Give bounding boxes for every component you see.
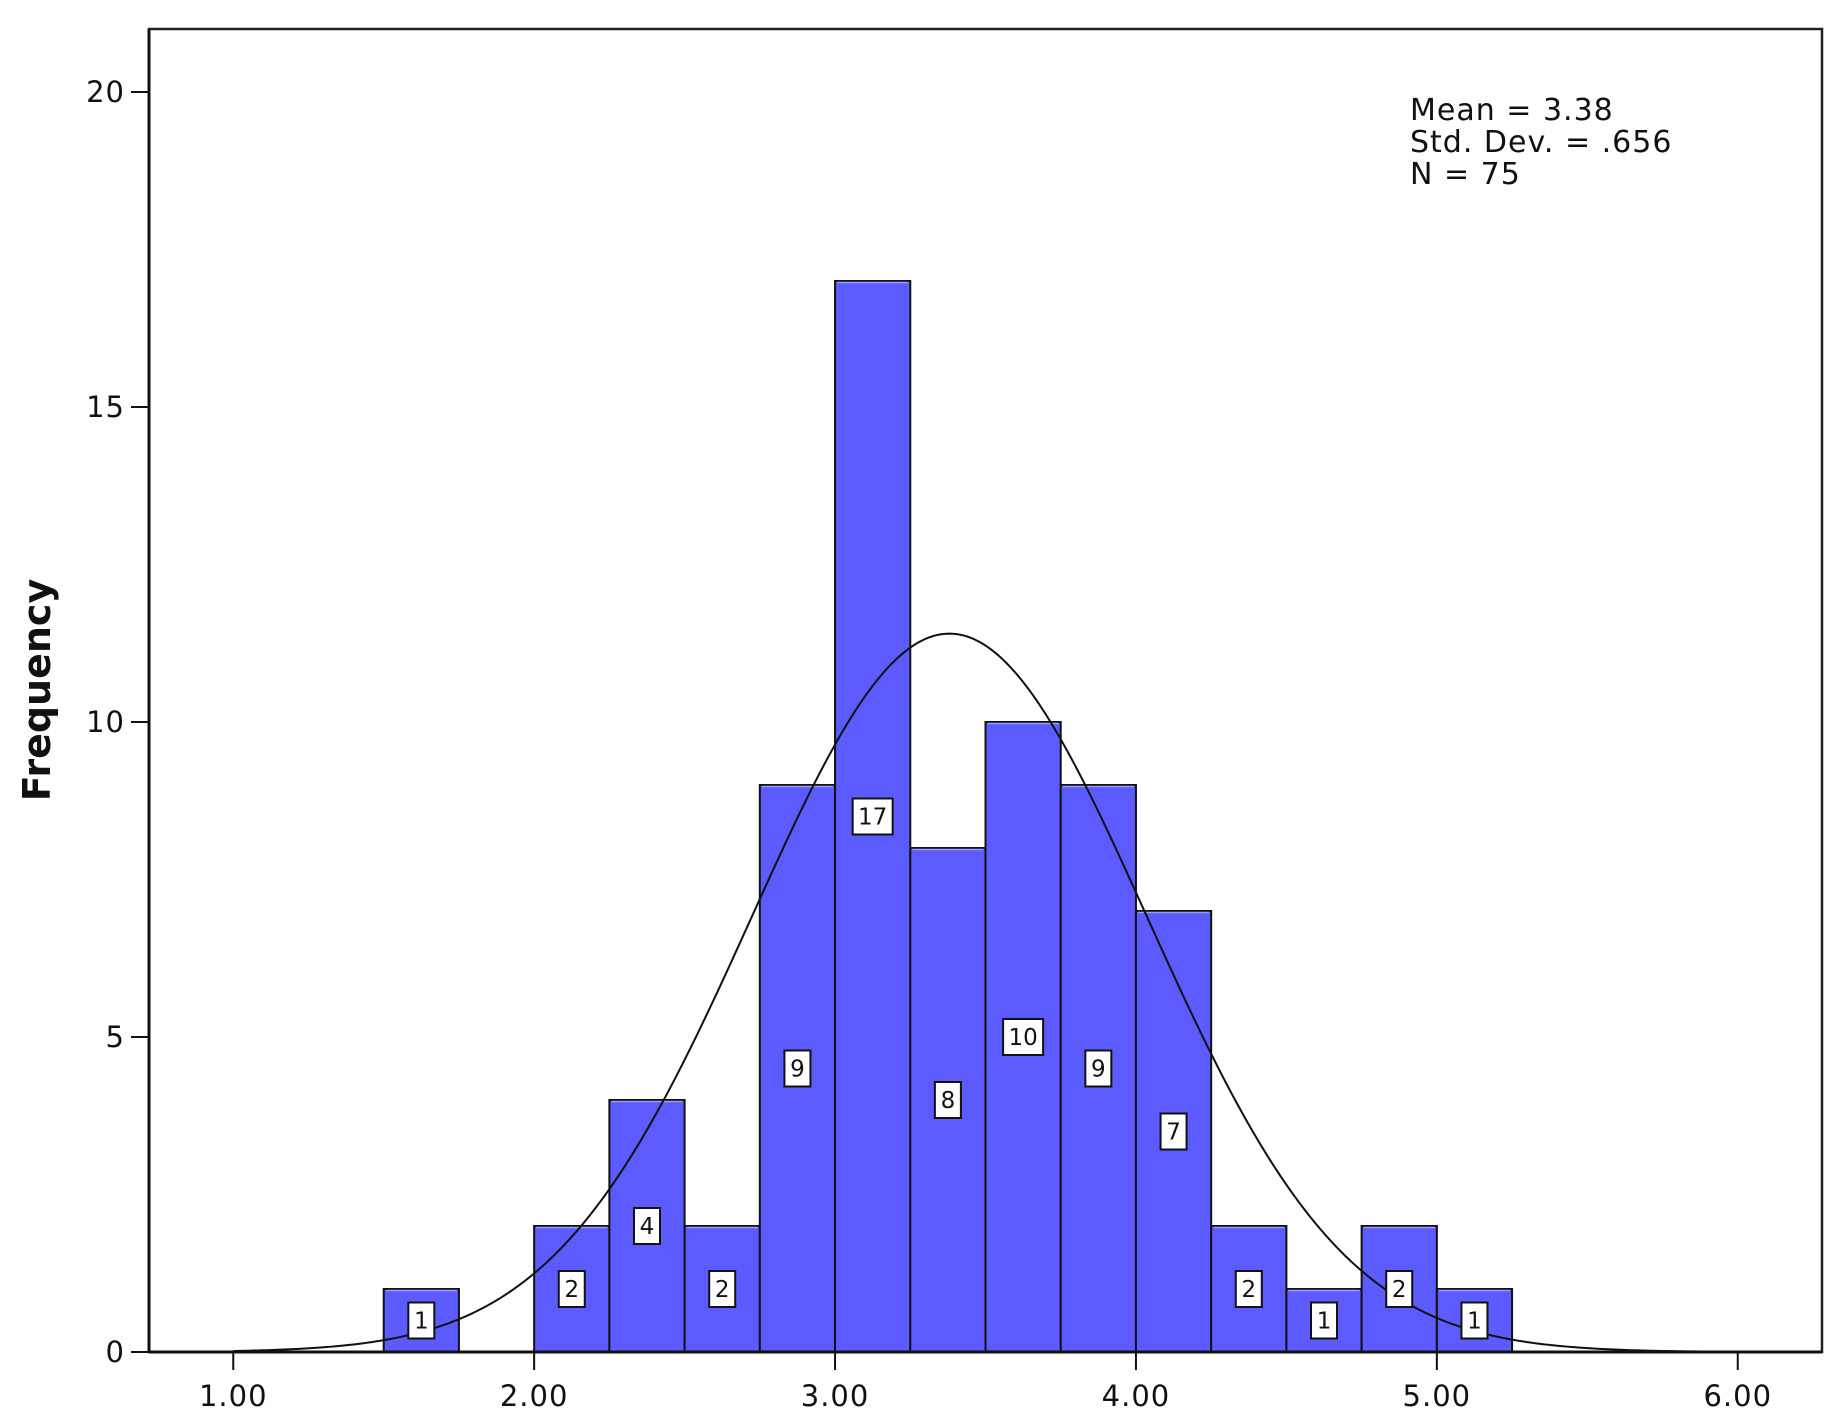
y-tick-label-0: 0 xyxy=(106,1335,125,1369)
data-label-2: 4 xyxy=(640,1214,655,1240)
data-label-4: 9 xyxy=(790,1057,805,1083)
data-label-13: 1 xyxy=(1467,1309,1482,1335)
data-label-box-5 xyxy=(851,797,894,836)
data-label-8: 9 xyxy=(1091,1057,1106,1083)
data-label-3: 2 xyxy=(715,1277,730,1303)
data-label-1: 2 xyxy=(564,1277,579,1303)
x-tick-label-2: 3.00 xyxy=(801,1379,870,1413)
stats-mean: Mean = 3.38 xyxy=(1410,93,1614,128)
data-label-5: 17 xyxy=(858,805,887,831)
y-axis-label: Frequency xyxy=(15,579,59,802)
data-label-box-8 xyxy=(1084,1049,1113,1088)
data-label-11: 1 xyxy=(1317,1309,1332,1335)
stats-std-dev: Std. Dev. = .656 xyxy=(1410,125,1672,160)
data-label-box-2 xyxy=(632,1207,661,1245)
x-tick-label-3: 4.00 xyxy=(1102,1379,1171,1413)
data-label-box-4 xyxy=(783,1049,812,1088)
data-label-box-3 xyxy=(708,1270,737,1308)
x-tick-label-5: 6.00 xyxy=(1703,1379,1772,1413)
y-tick-label-3: 15 xyxy=(86,390,125,424)
data-label-box-6 xyxy=(933,1081,962,1119)
x-tick-label-0: 1.00 xyxy=(199,1379,268,1413)
x-tick-label-4: 5.00 xyxy=(1403,1379,1472,1413)
stats-n: N = 75 xyxy=(1410,157,1521,192)
data-label-box-10 xyxy=(1234,1270,1263,1308)
data-label-10: 2 xyxy=(1241,1277,1256,1303)
data-label-box-7 xyxy=(1002,1018,1045,1056)
y-tick-label-4: 20 xyxy=(86,75,125,109)
data-label-box-13 xyxy=(1460,1301,1489,1340)
y-tick-label-2: 10 xyxy=(86,705,125,739)
data-label-box-12 xyxy=(1385,1270,1414,1308)
data-label-12: 2 xyxy=(1392,1277,1407,1303)
data-label-box-1 xyxy=(557,1270,586,1308)
data-label-0: 1 xyxy=(414,1309,429,1335)
x-tick-label-1: 2.00 xyxy=(500,1379,569,1413)
data-label-6: 8 xyxy=(941,1088,956,1114)
y-tick-label-1: 5 xyxy=(106,1020,125,1054)
data-label-7: 10 xyxy=(1008,1025,1037,1051)
data-label-box-9 xyxy=(1159,1112,1188,1151)
data-label-9: 7 xyxy=(1166,1120,1181,1146)
data-label-box-0 xyxy=(407,1301,436,1340)
data-label-box-11 xyxy=(1310,1301,1339,1340)
